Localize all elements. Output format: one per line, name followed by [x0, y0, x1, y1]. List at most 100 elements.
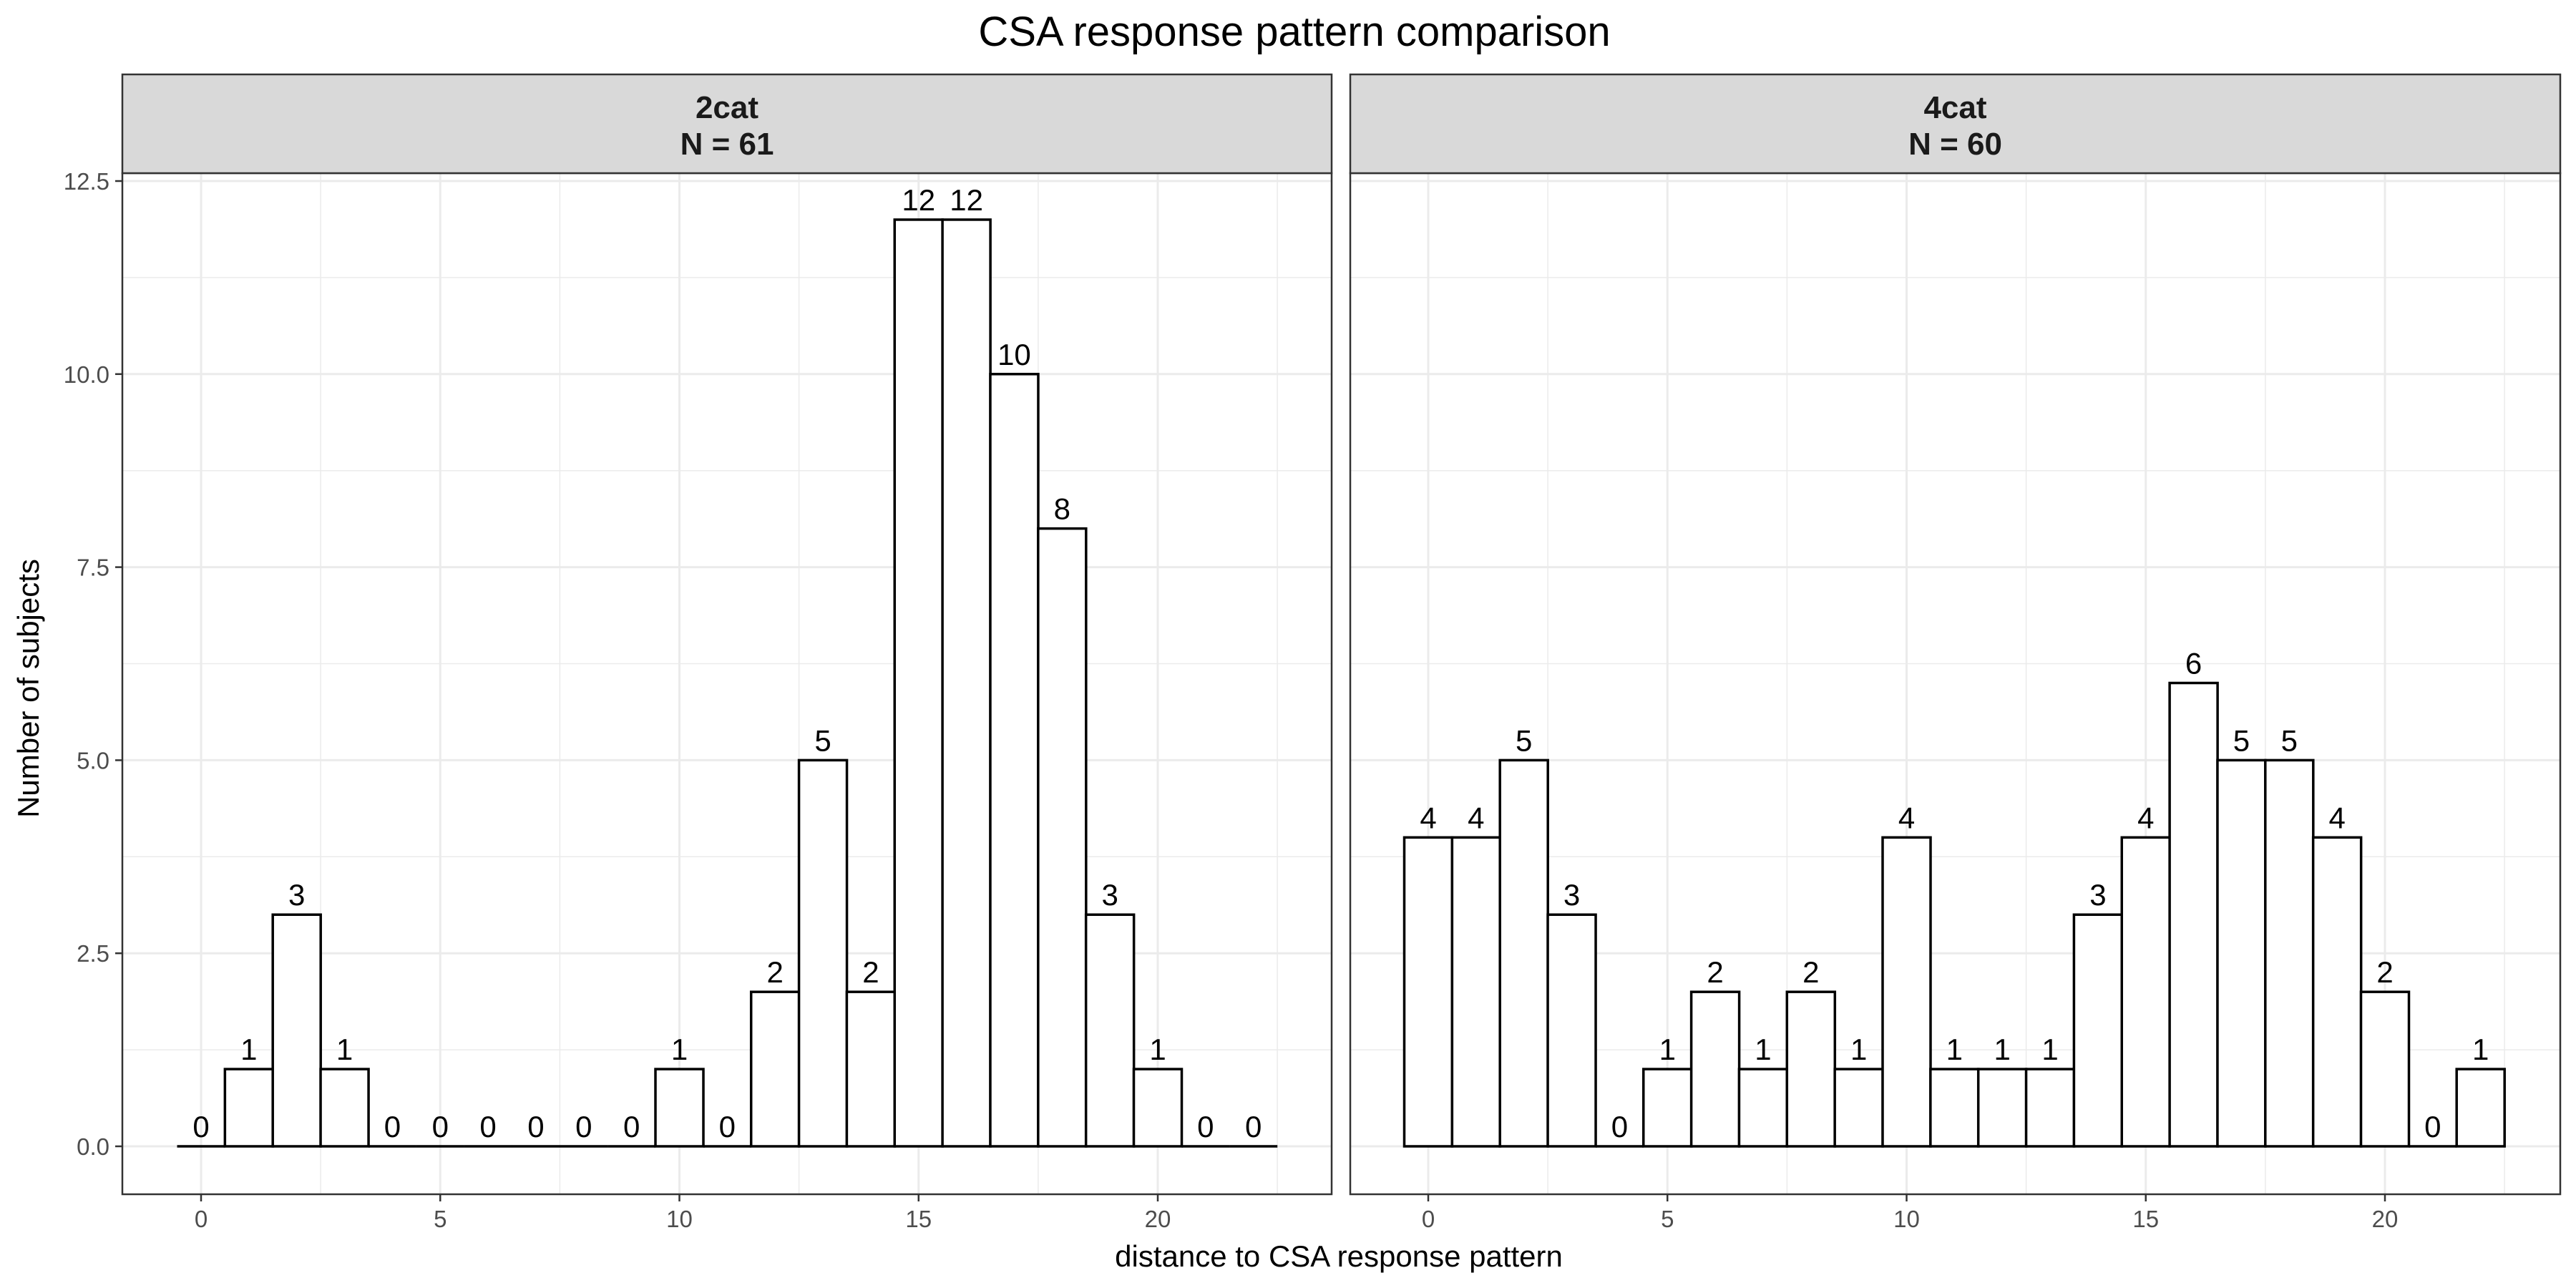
bar-label: 5 — [1516, 723, 1532, 757]
bar-label: 1 — [2472, 1033, 2489, 1066]
bar-label: 0 — [1197, 1110, 1214, 1143]
bar-label: 8 — [1054, 492, 1070, 526]
bar-label: 1 — [1850, 1033, 1867, 1066]
bar-label: 1 — [1659, 1033, 1676, 1066]
x-tick-label: 15 — [2132, 1206, 2159, 1232]
bar-label: 3 — [1101, 878, 1118, 912]
bar-label: 5 — [814, 723, 831, 757]
bar-label: 4 — [1420, 801, 1436, 834]
strip-count: N = 61 — [680, 127, 774, 162]
chart-title: CSA response pattern comparison — [978, 9, 1610, 55]
strip-count: N = 60 — [1908, 127, 2002, 162]
bar — [2072, 913, 2124, 1148]
bar — [1833, 1068, 1884, 1148]
x-axis-title: distance to CSA response pattern — [1115, 1239, 1563, 1273]
bar-label: 1 — [336, 1033, 353, 1066]
bar — [1976, 1068, 2028, 1148]
strip-label: 2cat — [696, 90, 758, 125]
bar — [2264, 758, 2315, 1148]
strip-label: 4cat — [1923, 90, 1986, 125]
bar — [893, 218, 944, 1148]
bar-label: 12 — [902, 183, 935, 217]
bar — [2311, 836, 2363, 1148]
bar — [1785, 990, 1837, 1148]
x-tick-label: 20 — [2372, 1206, 2399, 1232]
bar-label: 0 — [1245, 1110, 1262, 1143]
bar-label: 4 — [1898, 801, 1915, 834]
x-tick-label: 5 — [1661, 1206, 1674, 1232]
x-tick-label: 10 — [666, 1206, 693, 1232]
bar — [1084, 913, 1136, 1148]
bar-label: 1 — [1149, 1033, 1166, 1066]
x-tick-label: 20 — [1145, 1206, 1171, 1232]
y-tick-label: 12.5 — [64, 168, 109, 195]
x-tick-label: 5 — [434, 1206, 447, 1232]
bar-label: 2 — [767, 955, 784, 989]
y-tick-label: 2.5 — [77, 940, 109, 967]
strip-background — [1349, 73, 2562, 175]
bar-label: 0 — [2424, 1110, 2441, 1143]
bar-label: 0 — [432, 1110, 449, 1143]
bar-label: 0 — [192, 1110, 209, 1143]
bar — [223, 1068, 275, 1148]
x-tick-label: 15 — [905, 1206, 932, 1232]
bar — [1037, 527, 1088, 1148]
bar-label: 5 — [2281, 723, 2298, 757]
bar — [1498, 758, 1549, 1148]
bar — [319, 1068, 370, 1148]
x-tick-label: 0 — [1422, 1206, 1435, 1232]
y-tick-label: 7.5 — [77, 555, 109, 581]
bar-label: 1 — [1946, 1033, 1963, 1066]
bar-label: 0 — [527, 1110, 544, 1143]
x-tick-label: 10 — [1893, 1206, 1920, 1232]
bar — [2120, 836, 2171, 1148]
bar — [1402, 836, 1454, 1148]
bar-label: 0 — [384, 1110, 401, 1143]
bar-label: 3 — [2089, 878, 2106, 912]
bar-label: 2 — [2376, 955, 2393, 989]
strip-background — [121, 73, 1333, 175]
bar-label: 1 — [240, 1033, 257, 1066]
bar — [654, 1068, 705, 1148]
bar — [941, 218, 992, 1148]
bar — [2455, 1068, 2506, 1148]
bar — [1642, 1068, 1693, 1148]
y-axis-title: Number of subjects — [11, 559, 45, 818]
bar-label: 2 — [1707, 955, 1723, 989]
bar — [1546, 913, 1597, 1148]
bar — [1689, 990, 1741, 1148]
bar — [989, 373, 1040, 1148]
y-tick-label: 5.0 — [77, 747, 109, 774]
bar — [2168, 681, 2219, 1148]
bar — [2216, 758, 2267, 1148]
bar — [845, 990, 897, 1148]
bar-label: 0 — [719, 1110, 736, 1143]
bar — [1737, 1068, 1789, 1148]
bar — [1132, 1068, 1184, 1148]
bar — [1450, 836, 1502, 1148]
bar-label: 4 — [1468, 801, 1484, 834]
bar-label: 3 — [1563, 878, 1580, 912]
bar-label: 12 — [950, 183, 983, 217]
y-tick-label: 10.0 — [64, 361, 109, 388]
bar-label: 0 — [1611, 1110, 1628, 1143]
bar-label: 4 — [2328, 801, 2345, 834]
bar-label: 6 — [2185, 646, 2202, 680]
bar-label: 10 — [997, 338, 1031, 371]
bar-label: 2 — [1802, 955, 1819, 989]
bar-label: 2 — [862, 955, 879, 989]
bar-label: 0 — [479, 1110, 496, 1143]
bar-label: 1 — [1994, 1033, 2011, 1066]
bar-label: 1 — [671, 1033, 688, 1066]
bar — [2359, 990, 2411, 1148]
bar — [749, 990, 801, 1148]
bar-label: 0 — [623, 1110, 640, 1143]
bar — [1881, 836, 1932, 1148]
bar-label: 0 — [575, 1110, 592, 1143]
bar-label: 5 — [2233, 723, 2250, 757]
bar — [2024, 1068, 2076, 1148]
